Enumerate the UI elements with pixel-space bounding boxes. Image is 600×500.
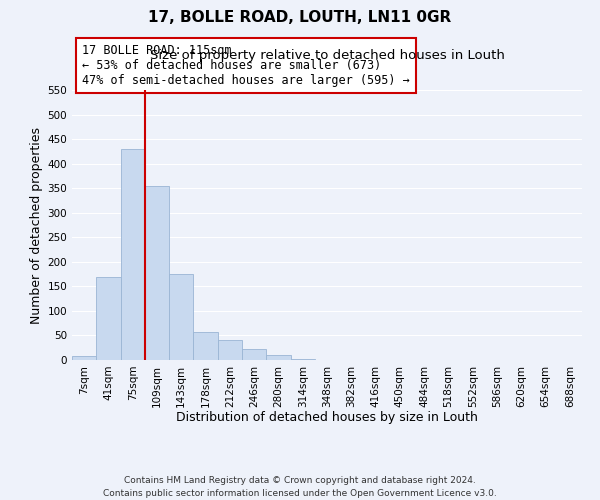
Title: Size of property relative to detached houses in Louth: Size of property relative to detached ho… — [149, 50, 505, 62]
Bar — [121, 149, 145, 360]
Bar — [242, 349, 266, 360]
Bar — [96, 276, 121, 360]
Bar — [266, 355, 290, 360]
X-axis label: Distribution of detached houses by size in Louth: Distribution of detached houses by size … — [176, 411, 478, 424]
Bar — [145, 186, 169, 360]
Bar — [72, 356, 96, 360]
Bar — [193, 332, 218, 360]
Text: 17 BOLLE ROAD: 115sqm
← 53% of detached houses are smaller (673)
47% of semi-det: 17 BOLLE ROAD: 115sqm ← 53% of detached … — [82, 44, 410, 88]
Bar — [290, 359, 315, 360]
Text: 17, BOLLE ROAD, LOUTH, LN11 0GR: 17, BOLLE ROAD, LOUTH, LN11 0GR — [148, 10, 452, 25]
Y-axis label: Number of detached properties: Number of detached properties — [30, 126, 43, 324]
Bar — [169, 274, 193, 360]
Text: Contains HM Land Registry data © Crown copyright and database right 2024.
Contai: Contains HM Land Registry data © Crown c… — [103, 476, 497, 498]
Bar — [218, 340, 242, 360]
